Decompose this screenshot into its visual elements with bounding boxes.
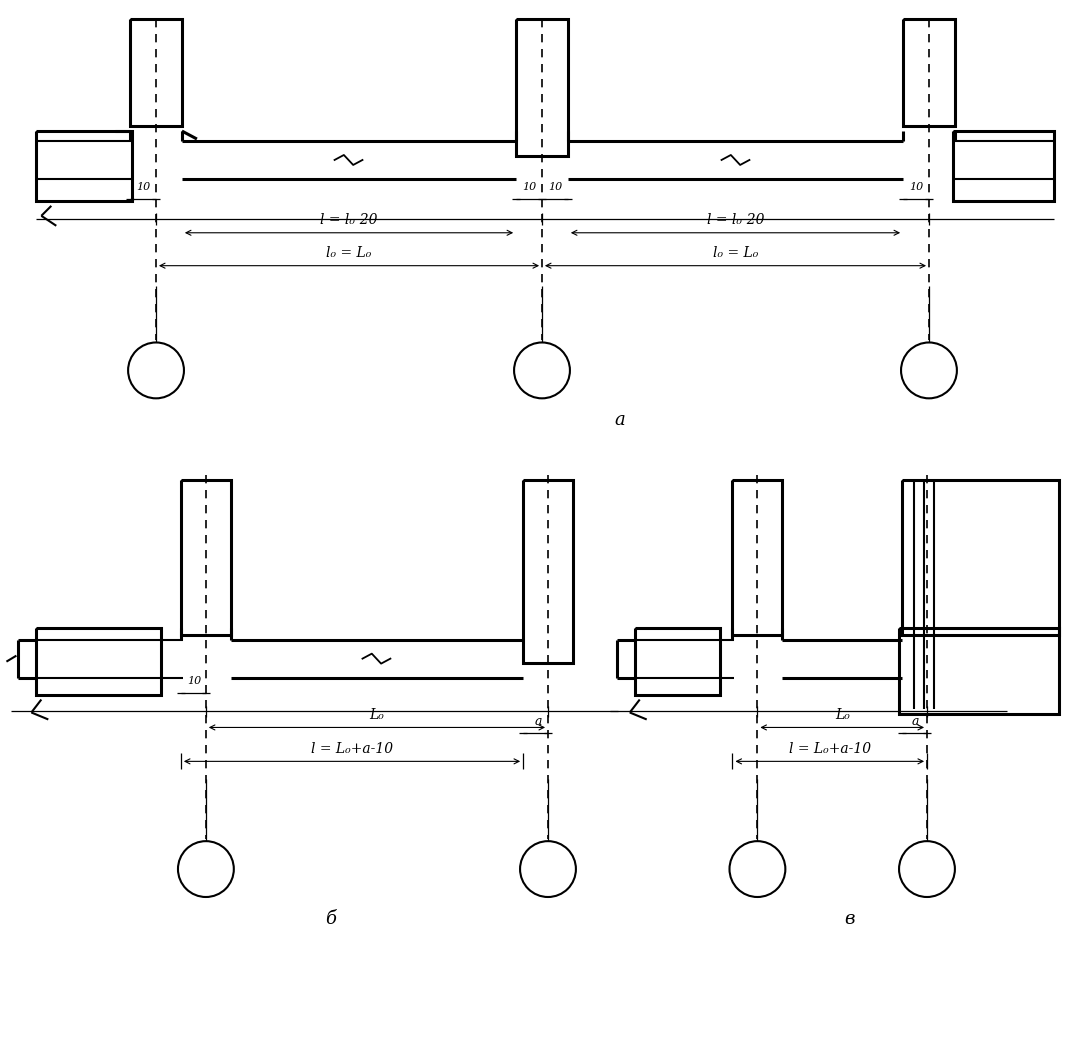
Text: 10: 10 (136, 182, 151, 192)
Text: l₀ = L₀: l₀ = L₀ (713, 245, 758, 260)
Text: l = l₀-20: l = l₀-20 (320, 213, 377, 227)
Text: a: a (912, 715, 919, 728)
Text: 10: 10 (908, 182, 924, 192)
Text: б: б (325, 910, 336, 928)
Text: L₀: L₀ (835, 709, 850, 722)
Text: l₀ = L₀: l₀ = L₀ (326, 245, 372, 260)
Text: l = l₀-20: l = l₀-20 (707, 213, 764, 227)
Text: 10: 10 (186, 675, 201, 686)
Text: a: a (534, 715, 542, 728)
Text: 10: 10 (547, 182, 563, 192)
Text: L₀: L₀ (370, 709, 385, 722)
Text: в: в (844, 910, 854, 928)
Text: 10: 10 (521, 182, 537, 192)
Text: l = L₀+a-10: l = L₀+a-10 (789, 742, 870, 757)
Text: l = L₀+a-10: l = L₀+a-10 (311, 742, 393, 757)
Text: а: а (615, 411, 625, 429)
